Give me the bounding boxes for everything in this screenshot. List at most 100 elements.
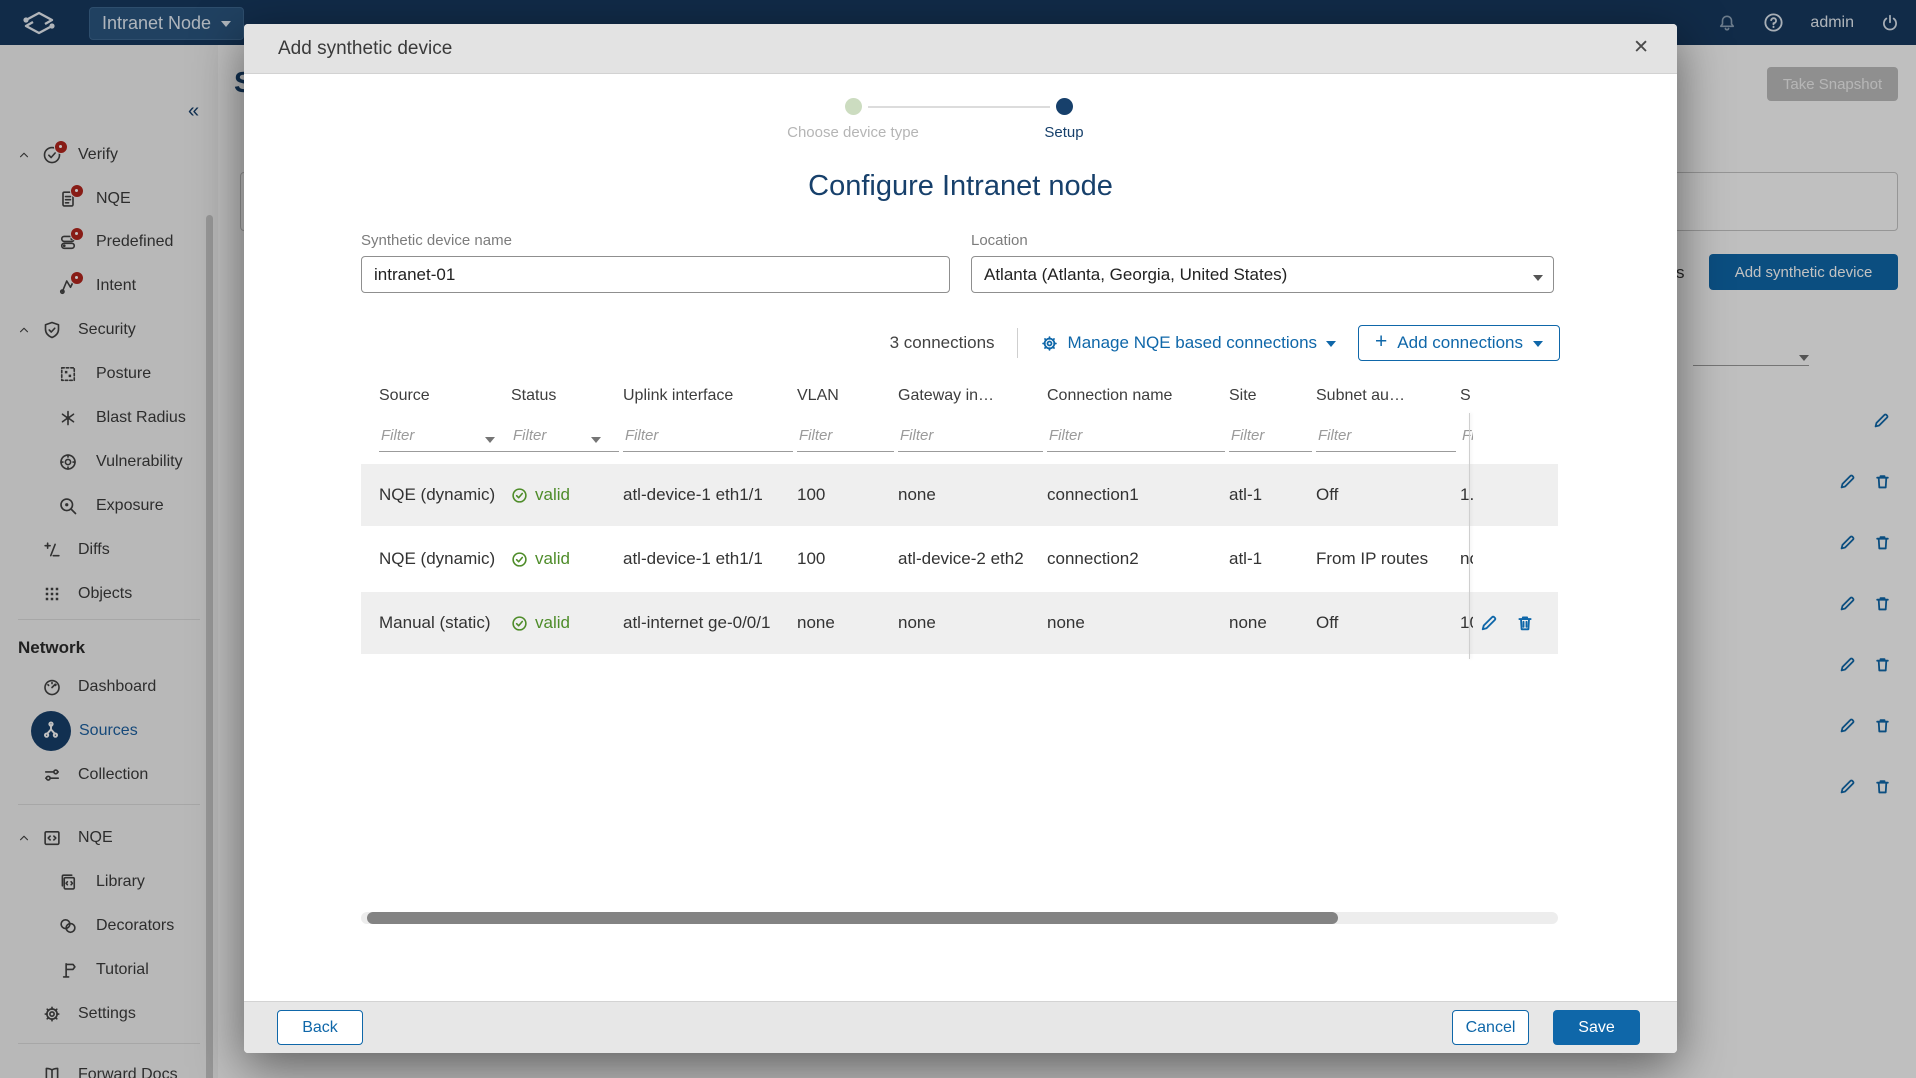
sidebar-collapse-icon[interactable]: « <box>188 100 200 122</box>
check-circle-icon <box>512 551 527 567</box>
background-filter-select[interactable] <box>1693 345 1809 366</box>
network-selector[interactable]: Intranet Node <box>89 7 245 40</box>
sidebar-item-predefined[interactable]: Predefined <box>0 220 276 264</box>
forward-logo-icon <box>16 5 62 46</box>
cancel-button[interactable]: Cancel <box>1452 1010 1529 1045</box>
toolbar-text-fragment: s <box>1676 263 1685 282</box>
sidebar-item-nqe[interactable]: NQE <box>0 816 260 860</box>
sidebar-item-objects[interactable]: Objects <box>0 572 260 616</box>
filter-site[interactable] <box>1229 419 1312 452</box>
location-select[interactable]: Atlanta (Atlanta, Georgia, United States… <box>971 256 1554 293</box>
add-synthetic-device-modal: Add synthetic device ✕ Choose device typ… <box>244 24 1677 1053</box>
row-actions <box>1838 655 1892 674</box>
manage-nqe-connections-button[interactable]: Manage NQE based connections <box>1040 333 1337 353</box>
sidebar-scrollbar[interactable] <box>206 215 213 1078</box>
col-header-uplink: Uplink interface <box>623 387 734 404</box>
col-header-connection-name: Connection name <box>1047 387 1173 404</box>
delete-icon[interactable] <box>1873 533 1892 552</box>
add-synthetic-device-button[interactable]: Add synthetic device <box>1709 254 1898 290</box>
edit-icon[interactable] <box>1838 716 1857 735</box>
sidebar-item-sources[interactable]: Sources <box>0 709 297 753</box>
sidebar-item-forward-docs[interactable]: Forward Docs <box>0 1053 260 1078</box>
sidebar-section-network: Network <box>18 638 86 657</box>
col-header-subnets: S <box>1460 387 1471 404</box>
filter-uplink[interactable] <box>623 419 793 452</box>
add-connections-button[interactable]: + Add connections <box>1358 325 1560 361</box>
filter-gateway[interactable] <box>898 419 1043 452</box>
help-icon[interactable] <box>1763 12 1784 33</box>
intent-icon <box>58 271 84 296</box>
delete-icon[interactable] <box>1873 655 1892 674</box>
power-icon[interactable] <box>1880 13 1900 33</box>
col-header-subnet-auto: Subnet au… <box>1316 387 1405 404</box>
diffs-icon <box>42 540 62 560</box>
filter-status[interactable] <box>511 419 619 452</box>
sidebar-item-intent[interactable]: Intent <box>0 264 276 308</box>
filter-vlan[interactable] <box>797 419 894 452</box>
tutorial-icon <box>58 960 78 980</box>
notification-badge <box>54 140 68 154</box>
save-button[interactable]: Save <box>1553 1010 1640 1045</box>
sidebar-divider <box>18 804 200 805</box>
edit-icon[interactable] <box>1479 613 1499 633</box>
delete-icon[interactable] <box>1873 594 1892 613</box>
col-header-site: Site <box>1229 387 1257 404</box>
step-choose-device-type: Choose device type <box>753 98 953 141</box>
filter-subnet-auto[interactable] <box>1316 419 1456 452</box>
bell-icon[interactable] <box>1717 13 1737 33</box>
sidebar-item-collection[interactable]: Collection <box>0 753 260 797</box>
sidebar-item-blast-radius[interactable]: Blast Radius <box>0 396 276 440</box>
edit-icon[interactable] <box>1838 472 1857 491</box>
user-menu[interactable]: admin <box>1810 13 1854 31</box>
sidebar-divider <box>18 619 200 620</box>
edit-icon[interactable] <box>1872 411 1891 430</box>
sidebar-item-settings[interactable]: Settings <box>0 992 260 1036</box>
table-row[interactable]: NQE (dynamic) valid atl-device-1 eth1/1 … <box>361 464 1558 526</box>
edit-icon[interactable] <box>1838 655 1857 674</box>
sidebar-divider <box>18 1043 200 1044</box>
nqe-report-icon <box>58 184 84 209</box>
row-actions <box>1872 411 1891 430</box>
table-row[interactable]: NQE (dynamic) valid atl-device-1 eth1/1 … <box>379 549 1473 568</box>
gear-icon <box>1041 335 1057 351</box>
sidebar-item-library[interactable]: Library <box>0 860 276 904</box>
delete-icon[interactable] <box>1515 613 1535 633</box>
edit-icon[interactable] <box>1838 533 1857 552</box>
chevron-down-icon <box>1326 340 1337 352</box>
notification-badge <box>70 271 84 285</box>
scrollbar-thumb[interactable] <box>367 912 1338 924</box>
network-selector-label: Intranet Node <box>102 13 212 33</box>
sidebar-item-posture[interactable]: Posture <box>0 352 276 396</box>
sidebar-item-vulnerability[interactable]: Vulnerability <box>0 440 276 484</box>
horizontal-scrollbar[interactable] <box>361 912 1558 924</box>
notification-badge <box>70 227 84 241</box>
delete-icon[interactable] <box>1873 472 1892 491</box>
row-actions <box>1479 613 1535 633</box>
sidebar-item-exposure[interactable]: Exposure <box>0 484 276 528</box>
collection-icon <box>42 765 62 785</box>
sidebar-item-dashboard[interactable]: Dashboard <box>0 665 260 709</box>
delete-icon[interactable] <box>1873 777 1892 796</box>
back-button[interactable]: Back <box>277 1010 363 1045</box>
name-field-label: Synthetic device name <box>361 232 512 249</box>
chevron-down-icon <box>221 21 232 32</box>
sidebar-item-tutorial[interactable]: Tutorial <box>0 948 276 992</box>
filter-subnets[interactable] <box>1460 419 1473 451</box>
chevron-down-icon <box>1533 340 1543 352</box>
edit-icon[interactable] <box>1838 777 1857 796</box>
take-snapshot-button[interactable]: Take Snapshot <box>1767 67 1898 101</box>
filter-source[interactable] <box>379 419 513 452</box>
edit-icon[interactable] <box>1838 594 1857 613</box>
synthetic-device-name-input[interactable] <box>362 264 949 285</box>
sidebar-item-nqe-verify[interactable]: NQE <box>0 177 276 221</box>
modal-heading: Configure Intranet node <box>808 170 1113 202</box>
book-icon <box>42 1065 62 1078</box>
filter-connection-name[interactable] <box>1047 419 1225 452</box>
sidebar-item-decorators[interactable]: Decorators <box>0 904 276 948</box>
sidebar-item-verify[interactable]: Verify <box>0 133 260 177</box>
sidebar-item-security[interactable]: Security <box>0 308 260 352</box>
close-icon[interactable]: ✕ <box>1633 37 1649 58</box>
table-row[interactable]: Manual (static) valid atl-internet ge-0/… <box>361 592 1558 654</box>
sidebar-item-diffs[interactable]: Diffs <box>0 528 260 572</box>
delete-icon[interactable] <box>1873 716 1892 735</box>
